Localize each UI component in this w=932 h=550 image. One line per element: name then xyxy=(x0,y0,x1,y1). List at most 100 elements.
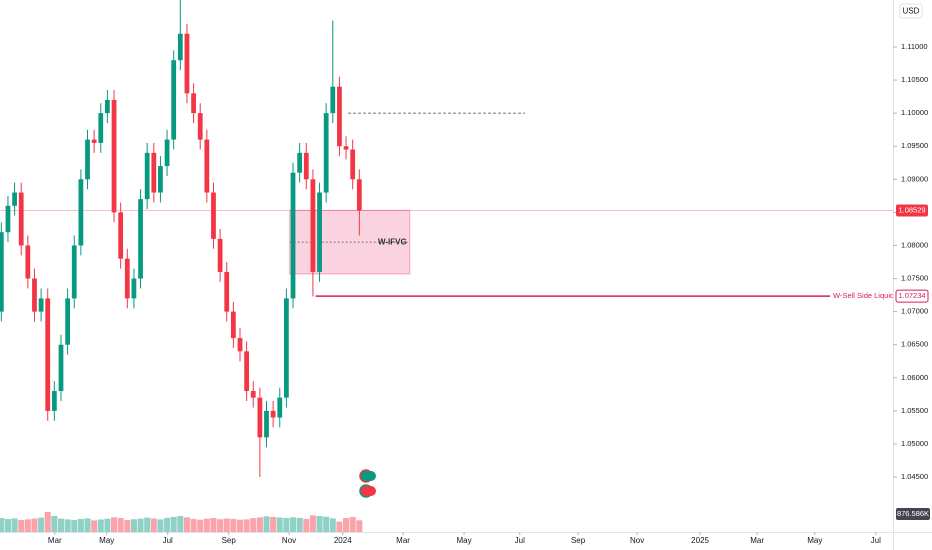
candle-body xyxy=(138,199,143,279)
volume-bar xyxy=(77,518,84,532)
fvg-label: W-IFVG xyxy=(378,237,407,246)
volume-bar xyxy=(230,518,237,532)
candle-body xyxy=(12,192,17,206)
volume-bar xyxy=(223,518,230,532)
fvg-zone xyxy=(289,209,411,275)
volume-bar xyxy=(164,517,171,532)
volume-bar xyxy=(250,518,257,532)
volume-bar xyxy=(170,516,177,532)
candle-body xyxy=(171,60,177,140)
candle-body xyxy=(18,192,24,246)
candle-body xyxy=(310,179,316,272)
volume-bar xyxy=(290,517,297,532)
candle-body xyxy=(197,113,203,140)
candle-body xyxy=(303,152,309,180)
volume-bar xyxy=(183,517,190,532)
candle-body xyxy=(177,33,183,61)
volume-bar xyxy=(31,518,38,532)
indicator-icons[interactable] xyxy=(359,469,376,498)
y-tick-label: 1.07500 xyxy=(901,274,928,283)
volume-bar xyxy=(349,517,356,532)
volume-bar xyxy=(64,519,71,532)
candle-body xyxy=(284,298,289,398)
candle-body xyxy=(91,139,97,143)
x-tick-label: 2025 xyxy=(691,536,709,545)
candle-body xyxy=(151,152,157,193)
y-tick-label: 1.09000 xyxy=(901,174,928,183)
candle-body xyxy=(85,139,90,180)
candle-body xyxy=(0,232,4,312)
candle-body xyxy=(71,245,77,299)
candle-body xyxy=(297,152,303,173)
volume-bar xyxy=(177,516,184,532)
candle-body xyxy=(230,311,236,339)
volume-bar xyxy=(236,519,244,532)
x-tick-label: Jul xyxy=(871,536,881,545)
candle-body xyxy=(270,410,276,418)
candle-body xyxy=(144,152,150,200)
y-tick-label: 1.10500 xyxy=(901,75,928,84)
volume-bar xyxy=(329,518,336,532)
candle-body xyxy=(124,258,130,299)
volume-bar xyxy=(323,516,330,532)
liquidity-tag-label: 1.07234 xyxy=(898,291,925,300)
y-tick-label: 1.10000 xyxy=(901,108,928,117)
candle-body xyxy=(204,139,210,193)
candle-body xyxy=(217,238,223,272)
volume-bar xyxy=(130,519,137,532)
volume-bar xyxy=(276,517,283,532)
candle-body xyxy=(356,179,362,211)
volume-bar xyxy=(150,518,157,532)
volume-bar xyxy=(243,519,250,532)
x-tick-label: Mar xyxy=(396,536,410,545)
candle-body xyxy=(78,179,84,246)
candle-body xyxy=(164,139,170,167)
volume-bar xyxy=(336,521,343,532)
y-tick-label: 1.05500 xyxy=(901,406,928,415)
volume-bar xyxy=(217,519,224,532)
candle-body xyxy=(323,113,329,193)
x-tick-label: 2024 xyxy=(334,536,352,545)
currency: USD xyxy=(903,7,920,16)
volume-bar xyxy=(71,520,78,532)
volume-bar xyxy=(0,518,5,532)
x-tick-label: Jul xyxy=(163,536,173,545)
volume-bar xyxy=(84,518,91,532)
candle-body xyxy=(191,93,196,114)
y-tick-label: 1.07000 xyxy=(901,307,928,316)
candle-body xyxy=(350,149,356,180)
candle-body xyxy=(317,192,322,272)
volume-bar xyxy=(270,516,277,532)
volume-bar xyxy=(309,515,316,532)
liquidity-tag xyxy=(895,289,929,303)
volume-bar xyxy=(197,519,204,532)
volume-tag xyxy=(896,508,930,520)
currency-box[interactable] xyxy=(899,3,923,19)
candle-body xyxy=(98,113,104,143)
volume-bar xyxy=(296,517,303,532)
volume-bar xyxy=(157,519,164,532)
volume-bar xyxy=(303,518,310,532)
x-tick-label: Nov xyxy=(630,536,644,545)
y-tick-label: 1.05000 xyxy=(901,439,928,448)
volume-bar xyxy=(283,518,290,532)
candle-body xyxy=(5,205,11,233)
liquidity-label: W-Sell Side Liquidity xyxy=(833,291,902,300)
x-tick-label: Jul xyxy=(515,536,525,545)
volume-bar xyxy=(117,518,124,532)
volume-bar xyxy=(104,518,111,532)
volume-bar xyxy=(97,519,104,532)
x-tick-label: Mar xyxy=(48,536,62,545)
candle-body xyxy=(38,298,44,312)
y-tick-label: 1.09500 xyxy=(901,141,928,150)
volume-bar xyxy=(38,517,45,532)
x-tick-label: Mar xyxy=(750,536,764,545)
candle-body xyxy=(131,278,137,299)
volume-bar xyxy=(24,519,31,532)
volume-bar xyxy=(51,516,58,532)
candle-body xyxy=(25,245,31,279)
candle-body xyxy=(330,86,336,114)
y-tick-label: 1.11000 xyxy=(901,42,928,51)
candle-body xyxy=(290,172,296,299)
